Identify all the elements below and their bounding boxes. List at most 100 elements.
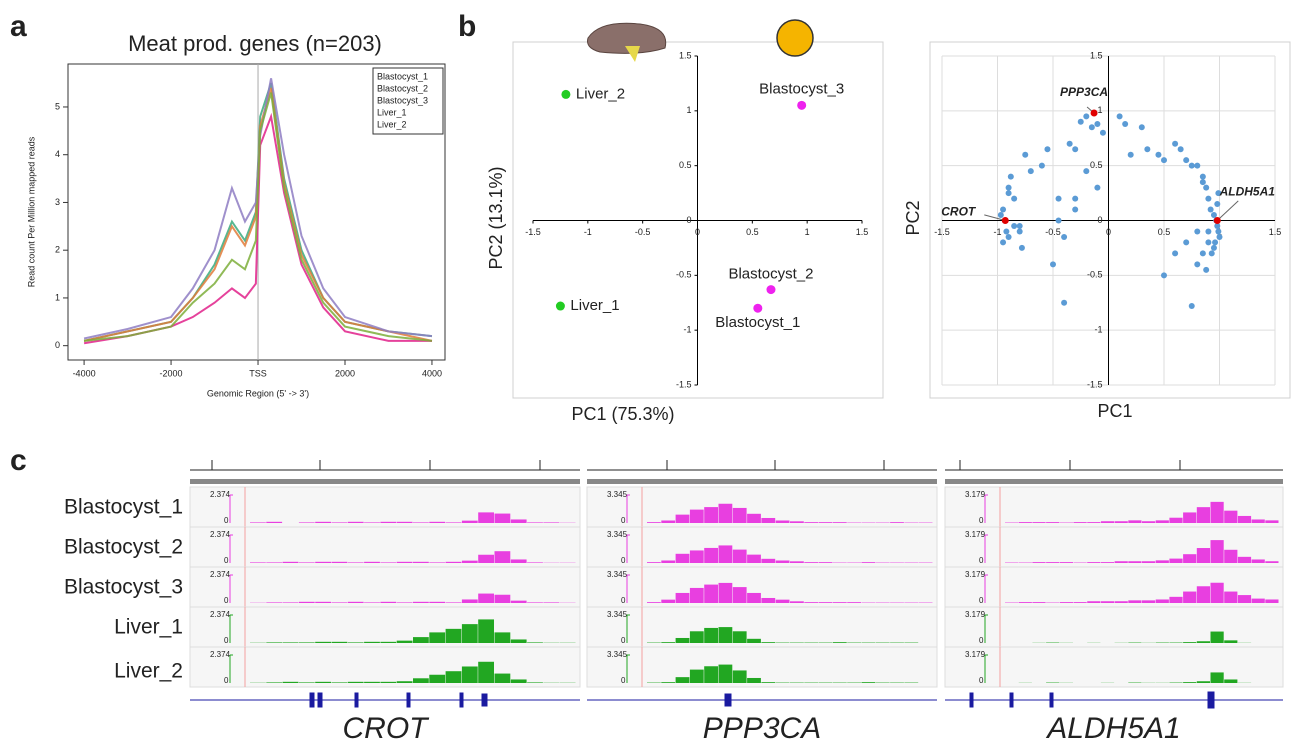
- coverage-bar: [380, 562, 397, 563]
- coverage-bar: [266, 642, 283, 643]
- coverage-bar: [1087, 601, 1101, 603]
- x-tick-label: -4000: [73, 368, 96, 378]
- coverage-bar: [364, 681, 380, 683]
- coverage-bar: [250, 522, 266, 523]
- leader-line: [1216, 200, 1239, 221]
- coverage-bar: [747, 592, 761, 603]
- coverage-bar: [510, 679, 527, 683]
- annotation: ALDH5A1: [1219, 185, 1276, 199]
- point: [1205, 239, 1212, 246]
- point: [997, 212, 1004, 219]
- point: [1083, 113, 1090, 120]
- coverage-bar: [282, 561, 299, 563]
- track-bg: [944, 526, 1284, 568]
- coverage-bar: [298, 601, 315, 603]
- coverage-bar: [1169, 596, 1183, 603]
- point: [1172, 250, 1179, 257]
- annotation: PPP3CA: [1060, 85, 1108, 99]
- scale-min: 0: [621, 596, 626, 605]
- point-label: Liver_1: [570, 297, 619, 314]
- scale-min: 0: [224, 556, 229, 565]
- scale-max: 3.345: [607, 650, 628, 659]
- coverage-bar: [250, 562, 266, 563]
- coverage-bar: [804, 602, 819, 603]
- gene-name: CROT: [343, 712, 431, 745]
- coverage-bar: [718, 503, 733, 523]
- x-tick-label: 0.5: [1158, 227, 1171, 237]
- x-tick-label: 4000: [422, 368, 442, 378]
- scale-bracket: [229, 494, 233, 523]
- browser-bar: [945, 479, 1283, 484]
- coverage-bar: [282, 642, 299, 643]
- coverage-bar: [1018, 602, 1032, 603]
- coverage-bar: [478, 619, 494, 643]
- x-tick-label: -1: [584, 227, 592, 237]
- scale-max: 3.345: [607, 610, 628, 619]
- coverage-bar: [315, 681, 331, 683]
- x-tick-label: 1.5: [1269, 227, 1282, 237]
- scale-min: 0: [224, 676, 229, 685]
- browser-decor: [190, 460, 1283, 471]
- coverage-bar: [347, 642, 364, 643]
- coverage-bar: [331, 682, 348, 683]
- scale-max: 3.179: [965, 610, 986, 619]
- y-axis-label: Read count Per Million mapped reads: [26, 136, 36, 287]
- point: [1188, 303, 1195, 310]
- point: [1208, 250, 1215, 257]
- scale-bracket: [626, 574, 630, 603]
- point: [1011, 222, 1018, 229]
- x-tick-label: -1.5: [934, 227, 950, 237]
- y-tick-label: 1.5: [1090, 50, 1103, 60]
- point: [1066, 140, 1073, 147]
- coverage-bar: [761, 682, 776, 683]
- coverage-bar: [1183, 642, 1197, 643]
- coverage-bar: [445, 561, 462, 563]
- coverage-bar: [461, 599, 478, 603]
- coverage-bar: [818, 562, 833, 563]
- coverage-bar: [832, 522, 847, 523]
- coverage-bar: [1100, 521, 1115, 523]
- coverage-bar: [1265, 561, 1279, 563]
- coverage-bar: [331, 641, 348, 643]
- coverage-bar: [1073, 522, 1087, 523]
- coverage-bar: [647, 602, 661, 603]
- coverage-bar: [1224, 510, 1238, 523]
- coverage-bar: [1237, 595, 1252, 603]
- coverage-bar: [429, 601, 446, 603]
- y-tick-label: -0.5: [1087, 270, 1103, 280]
- point: [1094, 120, 1101, 127]
- coverage-bar: [1128, 561, 1142, 563]
- x-tick-label: 0: [1106, 227, 1111, 237]
- coverage-bar: [527, 562, 543, 563]
- point: [1210, 244, 1217, 251]
- coverage-bar: [266, 602, 283, 603]
- coverage-bar: [1196, 586, 1210, 603]
- y-tick-label: 1: [1097, 105, 1102, 115]
- coverage-bar: [396, 521, 413, 523]
- point: [1099, 129, 1106, 136]
- plot-frame: [929, 41, 1291, 399]
- coverage-bar: [1100, 562, 1115, 563]
- coverage-bar: [1128, 520, 1142, 523]
- point: [1127, 151, 1134, 158]
- point: [1000, 206, 1007, 213]
- scale-bracket: [626, 654, 630, 683]
- track-bg: [586, 646, 938, 688]
- coverage-bar: [1251, 519, 1265, 523]
- scale-bracket: [229, 614, 233, 643]
- point: [555, 301, 565, 311]
- browser-bar: [190, 479, 580, 484]
- coverage-bar: [689, 631, 704, 643]
- coverage-bar: [1142, 561, 1156, 563]
- coverage-bar: [647, 562, 661, 563]
- scale-bracket: [984, 614, 988, 643]
- coverage-bar: [1114, 561, 1128, 563]
- highlight-point: [1001, 217, 1009, 224]
- coverage-bar: [718, 582, 733, 603]
- x-axis-label: PC1 (75.3%): [571, 404, 674, 424]
- x-tick-label: 1.5: [856, 227, 869, 237]
- coverage-bar: [380, 641, 397, 643]
- point: [1194, 228, 1201, 235]
- coverage-bar: [282, 681, 299, 683]
